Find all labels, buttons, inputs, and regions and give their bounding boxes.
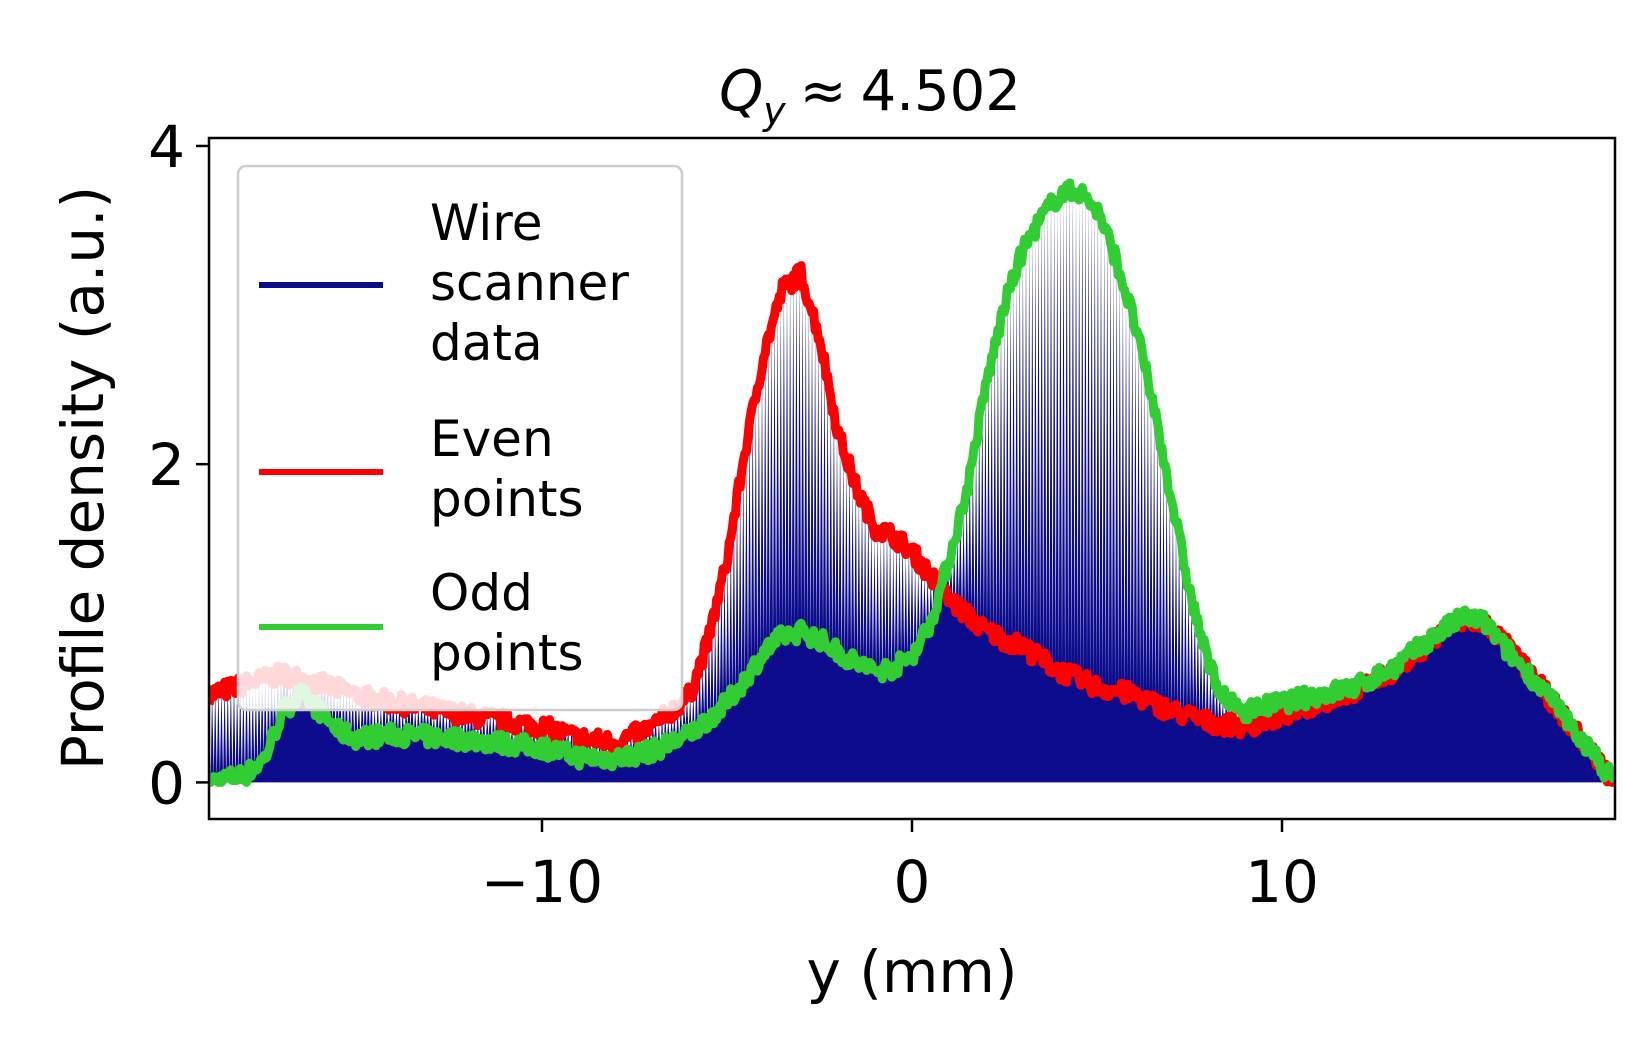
title-value: 4.502 <box>861 59 1021 124</box>
series-odd-points-line <box>209 178 1615 787</box>
y-axis-ticks: 0 2 4 <box>148 113 209 817</box>
legend-label-3: Odd <box>430 564 533 622</box>
title-symbol: Q <box>719 59 763 124</box>
legend-label-2: Even <box>430 410 554 468</box>
legend-label-3: points <box>430 624 584 682</box>
legend-label-1: data <box>430 314 543 372</box>
y-axis-label: Profile density (a.u.) <box>49 186 117 770</box>
legend-label-2: points <box>430 470 584 528</box>
legend-label-1: scanner <box>430 254 629 312</box>
x-axis-label: y (mm) <box>806 938 1017 1006</box>
x-tick-label: −10 <box>481 848 603 916</box>
chart-title: Qy ≈4.502 <box>719 59 1021 133</box>
x-axis-ticks: −10 0 10 <box>481 819 1319 916</box>
x-tick-label: 0 <box>894 848 931 916</box>
legend-label-1: Wire <box>430 194 542 252</box>
y-tick-label: 0 <box>148 749 185 817</box>
legend-box <box>236 164 684 712</box>
y-tick-label: 2 <box>148 431 185 499</box>
title-subscript: y <box>762 89 786 133</box>
title-relation: ≈ <box>800 59 847 124</box>
y-tick-label: 4 <box>148 113 185 181</box>
x-tick-label: 10 <box>1245 848 1319 916</box>
